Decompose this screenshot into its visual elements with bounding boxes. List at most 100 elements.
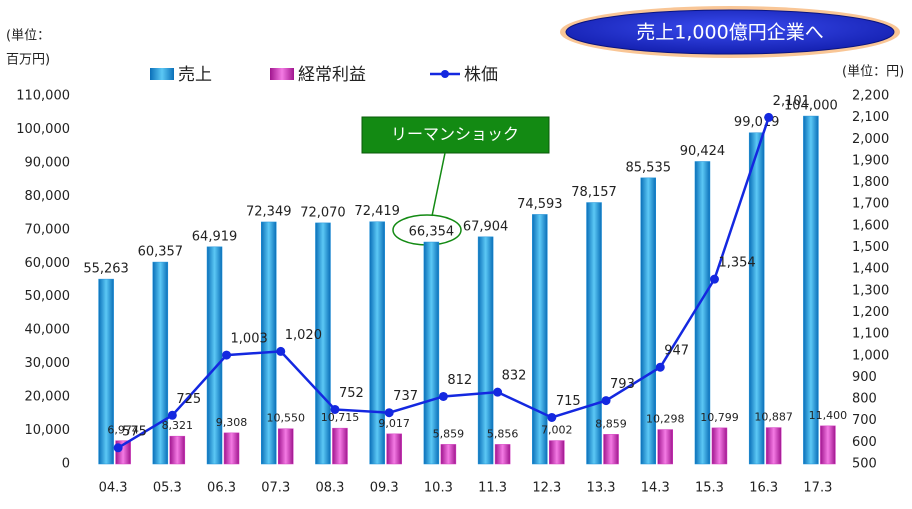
value-label: 737 [393, 389, 418, 404]
value-label: 72,349 [246, 204, 292, 219]
value-label: 725 [176, 392, 201, 407]
y-tick-label: 80,000 [25, 189, 71, 204]
value-label: 5,856 [487, 427, 519, 440]
value-label: 9,308 [216, 416, 248, 429]
value-label: 10,799 [700, 411, 739, 424]
y-tick-label: 50,000 [25, 289, 71, 304]
y-label: (単位： [6, 28, 50, 44]
x-tick-label: 15.3 [695, 481, 724, 496]
value-label: 715 [556, 394, 581, 409]
x-tick-label: 17.3 [803, 481, 832, 496]
y2-tick-label: 1,400 [852, 262, 889, 277]
line-marker [655, 362, 665, 372]
bar [603, 434, 619, 465]
value-label: 104,000 [784, 99, 838, 114]
y2-tick-label: 1,900 [852, 153, 889, 168]
x-tick-label: 05.3 [153, 481, 182, 496]
line-marker [601, 396, 611, 406]
line-marker [438, 391, 448, 401]
line-marker [709, 274, 719, 284]
x-tick-label: 09.3 [370, 481, 399, 496]
bar [549, 440, 565, 465]
legend-swatch [150, 68, 174, 80]
y-tick-label: 90,000 [25, 155, 71, 170]
value-label: 9,017 [378, 417, 410, 430]
value-label: 74,593 [517, 197, 563, 212]
bar [98, 278, 114, 465]
line-marker [330, 404, 340, 414]
y-tick-label: 70,000 [25, 222, 71, 237]
y2-tick-label: 1,800 [852, 175, 889, 190]
bar [711, 427, 728, 465]
legend-label: 株価 [464, 65, 498, 85]
line-marker [222, 350, 232, 360]
bar [440, 444, 457, 465]
y2-tick-label: 700 [852, 413, 877, 428]
bar [423, 241, 440, 465]
x-tick-label: 11.3 [478, 481, 507, 496]
y2-tick-label: 800 [852, 392, 877, 407]
value-label: 72,419 [354, 204, 400, 219]
y-label: 百万円) [6, 53, 50, 68]
y-tick-label: 100,000 [16, 122, 70, 137]
value-label: 8,321 [162, 419, 194, 432]
x-tick-label: 16.3 [749, 481, 778, 496]
bar [261, 221, 277, 465]
legend-label: 売上 [178, 65, 212, 85]
value-label: 72,070 [300, 205, 346, 220]
y2-tick-label: 2,000 [852, 132, 889, 147]
bar [206, 246, 223, 465]
bar [369, 221, 385, 465]
value-label: 752 [339, 386, 364, 401]
y2-tick-label: 2,100 [852, 110, 889, 125]
y2-tick-label: 1,300 [852, 283, 889, 298]
line-marker [113, 443, 123, 453]
bar [640, 177, 656, 465]
y2-tick-label: 900 [852, 370, 877, 385]
value-label: 812 [447, 373, 472, 388]
y-tick-label: 10,000 [25, 423, 71, 438]
y2-tick-label: 1,500 [852, 240, 889, 255]
x-tick-label: 14.3 [641, 481, 670, 496]
legend-label: 経常利益 [298, 65, 366, 85]
y2-tick-label: 1,600 [852, 218, 889, 233]
callout-line [431, 152, 446, 217]
value-label: 1,003 [231, 332, 268, 347]
value-label: 793 [610, 377, 635, 392]
bar [477, 236, 494, 465]
callout-text: リーマンショック [391, 125, 519, 144]
x-tick-label: 12.3 [532, 481, 561, 496]
y-tick-label: 20,000 [25, 390, 71, 405]
bar [748, 132, 765, 465]
x-tick-label: 06.3 [207, 481, 236, 496]
y-tick-label: 40,000 [25, 323, 71, 338]
line-marker [764, 112, 774, 122]
value-label: 60,357 [138, 245, 184, 260]
value-label: 1,020 [285, 328, 322, 343]
legend-swatch [270, 68, 294, 80]
x-tick-label: 07.3 [261, 481, 290, 496]
badge [565, 9, 895, 55]
y-tick-label: 60,000 [25, 256, 71, 271]
y2-tick-label: 600 [852, 435, 877, 450]
bar [494, 444, 511, 465]
value-label: 10,887 [754, 411, 793, 424]
bar [386, 433, 402, 465]
x-tick-label: 13.3 [587, 481, 616, 496]
line-marker [384, 408, 394, 418]
value-label: 6,974 [107, 424, 139, 437]
callout-box [361, 116, 550, 154]
value-label: 832 [502, 369, 527, 384]
line-marker [493, 387, 503, 397]
y2-tick-label: 2,200 [852, 89, 889, 104]
value-label: 2,101 [773, 94, 810, 109]
y2-tick-label: 1,000 [852, 348, 889, 363]
bar [152, 261, 169, 465]
value-label: 947 [664, 344, 689, 359]
bar [586, 202, 602, 465]
x-tick-label: 08.3 [315, 481, 344, 496]
value-label: 64,919 [192, 229, 238, 244]
value-label: 8,859 [595, 417, 627, 430]
value-label: 10,550 [267, 412, 306, 425]
